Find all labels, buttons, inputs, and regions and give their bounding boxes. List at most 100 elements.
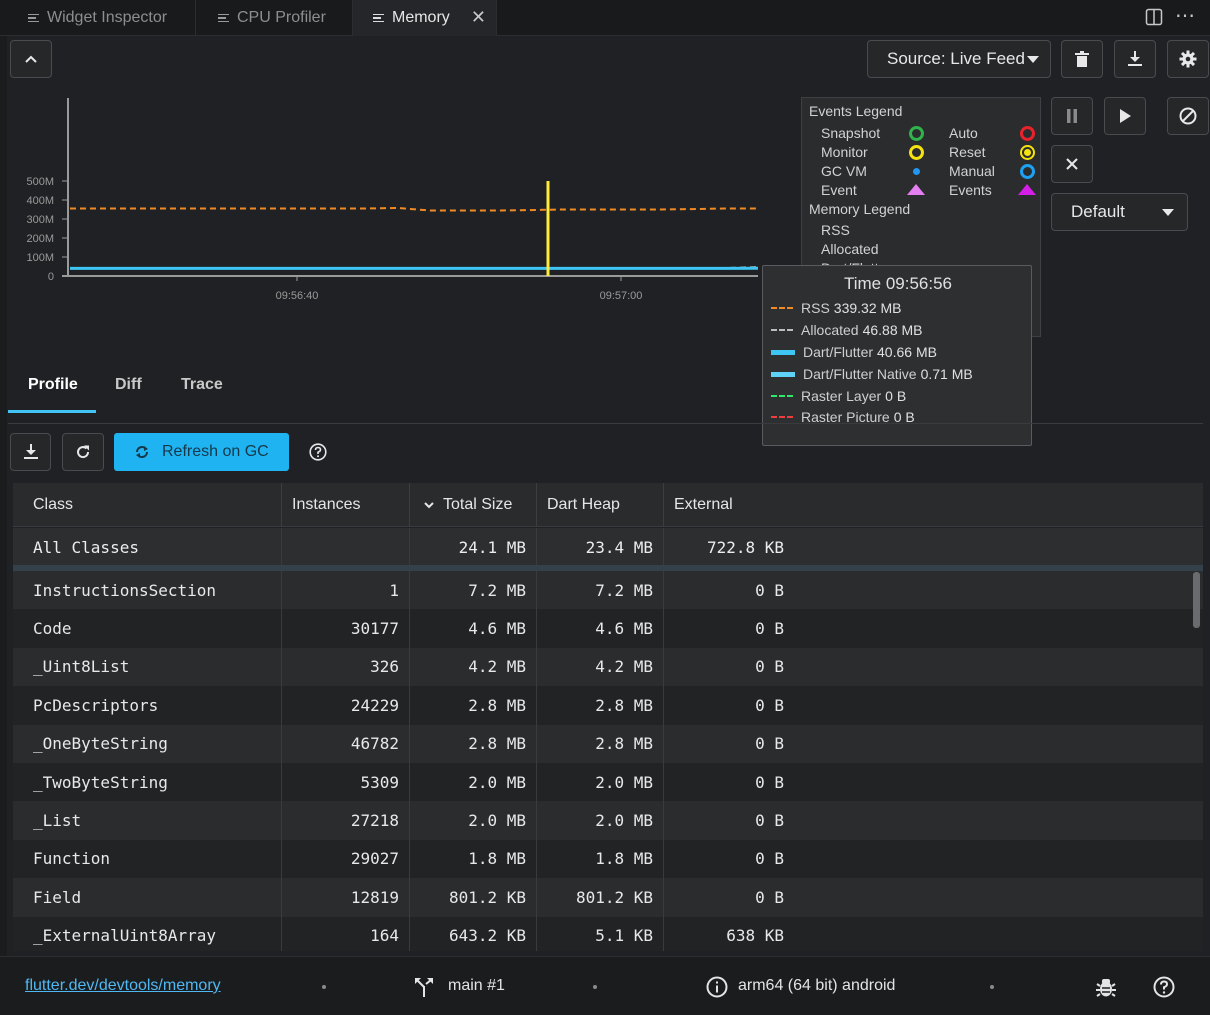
cell-dart-heap: 801.2 KB — [537, 878, 664, 917]
cell-total-size: 1.8 MB — [410, 839, 537, 879]
legend-label-snapshot: Snapshot — [821, 125, 881, 141]
events-legend-title: Events Legend — [809, 103, 903, 119]
cell-total-size: 2.0 MB — [410, 801, 537, 840]
status-separator — [322, 985, 326, 989]
reset-ring-icon — [1020, 145, 1035, 160]
auto-ring-icon — [1020, 126, 1035, 141]
table-row[interactable]: PcDescriptors 24229 2.8 MB 2.8 MB 0 B — [13, 686, 1203, 725]
pause-icon — [1067, 109, 1077, 123]
table-row[interactable]: _ExternalUint8Array 164 643.2 KB 5.1 KB 638 … — [13, 916, 1203, 951]
events-triangle-icon — [1018, 184, 1036, 195]
tab-cpu-profiler[interactable]: CPU Profiler — [196, 0, 353, 36]
tab-trace[interactable]: Trace — [181, 376, 223, 393]
manual-ring-icon — [1020, 164, 1035, 179]
event-triangle-icon — [907, 184, 925, 195]
delete-button[interactable] — [1061, 40, 1103, 78]
column-header-instances[interactable]: Instances — [282, 483, 410, 527]
resume-button[interactable] — [1104, 97, 1146, 135]
help-icon[interactable] — [309, 443, 327, 461]
tooltip-row-value: 0 B — [893, 409, 915, 425]
snapshot-ring-icon — [909, 126, 924, 141]
bug-icon[interactable] — [1096, 976, 1116, 998]
memory-chart[interactable]: 500M 400M 300M 200M 100M 0 09:56:40 09:57:00 — [10, 88, 770, 318]
isolate-name[interactable]: main #1 — [448, 977, 505, 994]
close-icon[interactable]: ✕ — [470, 7, 486, 27]
cell-class: _OneByteString — [13, 724, 282, 763]
legend-label-manual: Manual — [949, 163, 995, 179]
column-header-external[interactable]: External — [674, 496, 733, 513]
table-row[interactable]: _List 27218 2.0 MB 2.0 MB 0 B — [13, 801, 1203, 840]
table-row[interactable]: InstructionsSection 1 7.2 MB 7.2 MB 0 B — [13, 571, 1203, 610]
cell-dart-heap: 1.8 MB — [537, 839, 664, 879]
memory-docs-link[interactable]: flutter.dev/devtools/memory — [25, 977, 221, 994]
cell-external: 0 B — [755, 849, 784, 869]
table-row[interactable]: Field 12819 801.2 KB 801.2 KB 0 B — [13, 878, 1203, 917]
dropdown-arrow-icon — [1162, 209, 1174, 216]
tooltip-row: Allocated 46.88 MB — [771, 322, 923, 338]
settings-button[interactable] — [1167, 40, 1209, 78]
tooltip-row: Raster Picture 0 B — [771, 409, 915, 425]
refresh-on-gc-toggle[interactable]: Refresh on GC — [114, 433, 289, 471]
tab-divider — [8, 423, 1203, 424]
all-classes-row[interactable]: All Classes 24.1 MB 23.4 MB 722.8 KB — [13, 528, 1203, 566]
clear-button[interactable] — [1167, 97, 1209, 135]
cell-total-size: 4.6 MB — [410, 609, 537, 648]
display-interval-dropdown[interactable]: Default — [1051, 193, 1188, 231]
cell-total-size: 643.2 KB — [410, 916, 537, 951]
table-row[interactable]: _TwoByteString 5309 2.0 MB 2.0 MB 0 B — [13, 762, 1203, 802]
refresh-on-gc-label: Refresh on GC — [162, 443, 269, 460]
cell-external: 0 B — [755, 619, 784, 639]
column-header-dart-heap[interactable]: Dart Heap — [537, 483, 664, 527]
tab-diff[interactable]: Diff — [115, 376, 142, 393]
cell-class: InstructionsSection — [13, 571, 282, 610]
info-icon — [706, 976, 728, 998]
help-icon[interactable] — [1153, 976, 1175, 998]
collapse-chart-button[interactable] — [10, 40, 52, 78]
table-scrollbar[interactable] — [1193, 572, 1200, 628]
column-header-total-size[interactable]: Total Size — [410, 483, 537, 527]
cell-dart-heap: 4.2 MB — [537, 647, 664, 687]
dart-flutter-swatch-icon — [771, 349, 795, 355]
download-csv-button[interactable] — [10, 433, 51, 471]
legend-label-events: Events — [949, 182, 992, 198]
cell-total-size: 801.2 KB — [410, 878, 537, 917]
table-row[interactable]: _OneByteString 46782 2.8 MB 2.8 MB 0 B — [13, 724, 1203, 763]
y-tick-label: 200M — [26, 233, 54, 245]
source-label: Source: Live Feed — [887, 49, 1025, 68]
tooltip-row-name: Raster Picture — [801, 409, 890, 425]
dart-flutter-native-swatch-icon — [771, 371, 795, 377]
cell-external: 722.8 KB — [706, 537, 784, 557]
pause-button[interactable] — [1051, 97, 1093, 135]
table-row[interactable]: Code 30177 4.6 MB 4.6 MB 0 B — [13, 609, 1203, 648]
tooltip-row-name: Raster Layer — [801, 388, 882, 404]
y-tick-label: 500M — [26, 176, 54, 188]
gear-icon — [1179, 50, 1197, 68]
cell-external: 0 B — [755, 695, 784, 715]
allocated-swatch-icon — [771, 329, 793, 331]
cell-instances: 46782 — [282, 724, 410, 763]
refresh-button[interactable] — [62, 433, 104, 471]
cell-instances: 29027 — [282, 839, 410, 879]
reset-zoom-button[interactable] — [1051, 145, 1093, 183]
cell-dart-heap: 2.8 MB — [537, 686, 664, 725]
file-lines-icon — [28, 13, 39, 23]
tab-profile[interactable]: Profile — [28, 376, 78, 393]
cell-class: PcDescriptors — [13, 686, 282, 725]
tab-memory[interactable]: Memory ✕ — [353, 0, 497, 36]
download-icon — [1128, 51, 1142, 66]
table-row[interactable]: Function 29027 1.8 MB 1.8 MB 0 B — [13, 839, 1203, 879]
cell-dart-heap: 5.1 KB — [537, 916, 664, 951]
table-header: Class Instances Total Size Dart Heap Ext… — [13, 483, 1203, 527]
play-icon — [1120, 109, 1131, 123]
more-actions-icon[interactable]: ⋯ — [1175, 5, 1195, 27]
column-header-class[interactable]: Class — [13, 483, 282, 527]
export-button[interactable] — [1114, 40, 1156, 78]
dropdown-arrow-icon — [1027, 56, 1039, 63]
source-dropdown[interactable]: Source: Live Feed — [867, 40, 1051, 78]
split-editor-icon[interactable] — [1145, 8, 1163, 26]
trash-icon — [1075, 51, 1089, 67]
cell-instances: 30177 — [282, 609, 410, 648]
monitor-ring-icon — [909, 145, 924, 160]
table-row[interactable]: _Uint8List 326 4.2 MB 4.2 MB 0 B — [13, 647, 1203, 687]
tab-widget-inspector[interactable]: Widget Inspector — [18, 0, 196, 36]
